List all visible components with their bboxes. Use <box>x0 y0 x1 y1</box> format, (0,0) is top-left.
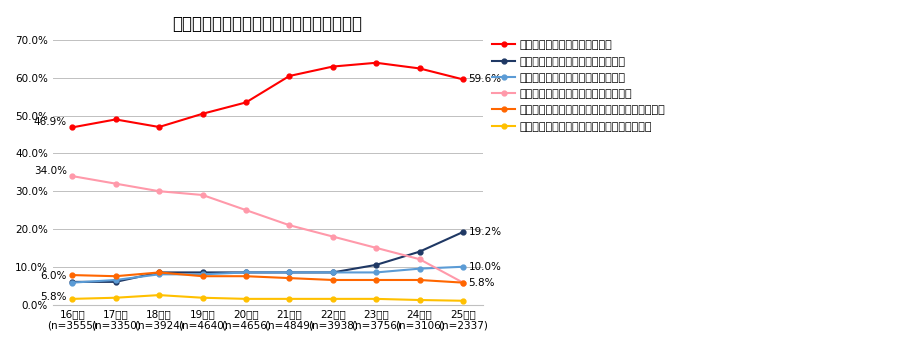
今のところあまり子供は欲しくない <box>110 280 121 284</box>
今のところあまり子供は欲しくない <box>414 249 425 254</box>
子育てはできるだけ相手や両親にまかせたい <box>328 297 339 301</box>
Line: 子育てのことなど考えたこともない: 子育てのことなど考えたこともない <box>70 264 465 285</box>
育児休業は取らないが子育てはしたい <box>371 246 382 250</box>
子育てはできるだけ相手や両親にまかせたい <box>110 296 121 300</box>
子供ができたら仕事をやめて子育てに専念したい <box>66 273 77 277</box>
育児休業は取らないが子育てはしたい <box>328 235 339 239</box>
育児休業は取らないが子育てはしたい <box>414 257 425 261</box>
Text: 19.2%: 19.2% <box>469 227 502 237</box>
今のところあまり子供は欲しくない <box>241 270 251 274</box>
育児休業は取らないが子育てはしたい <box>284 223 295 227</box>
今のところあまり子供は欲しくない <box>284 270 295 274</box>
Text: 59.6%: 59.6% <box>469 74 502 84</box>
子供ができたら仕事をやめて子育てに専念したい <box>371 278 382 282</box>
育児休業は取らないが子育てはしたい <box>154 189 164 193</box>
子育てのことなど考えたこともない <box>458 265 469 269</box>
Text: 46.9%: 46.9% <box>33 117 66 127</box>
子育てのことなど考えたこともない <box>154 272 164 276</box>
子育てのことなど考えたこともない <box>66 281 77 285</box>
Text: 5.8%: 5.8% <box>469 277 495 288</box>
子育てのことなど考えたこともない <box>328 270 339 274</box>
Title: 子育てについて、あなたの考えに近いもの: 子育てについて、あなたの考えに近いもの <box>172 15 363 33</box>
Text: 10.0%: 10.0% <box>469 262 501 272</box>
育児休業を取って子育てしたい <box>66 125 77 129</box>
子育てはできるだけ相手や両親にまかせたい <box>414 298 425 302</box>
今のところあまり子供は欲しくない <box>154 270 164 274</box>
育児休業を取って子育てしたい <box>198 112 208 116</box>
育児休業は取らないが子育てはしたい <box>110 182 121 186</box>
育児休業を取って子育てしたい <box>414 66 425 71</box>
子育てはできるだけ相手や両親にまかせたい <box>154 293 164 297</box>
育児休業を取って子育てしたい <box>284 74 295 78</box>
Line: 育児休業を取って子育てしたい: 育児休業を取って子育てしたい <box>70 60 465 130</box>
育児休業を取って子育てしたい <box>371 61 382 65</box>
育児休業を取って子育てしたい <box>154 125 164 129</box>
育児休業は取らないが子育てはしたい <box>66 174 77 178</box>
今のところあまり子供は欲しくない <box>198 270 208 274</box>
育児休業は取らないが子育てはしたい <box>198 193 208 197</box>
子育てのことなど考えたこともない <box>198 272 208 276</box>
子供ができたら仕事をやめて子育てに専念したい <box>328 278 339 282</box>
子育てのことなど考えたこともない <box>284 270 295 274</box>
今のところあまり子供は欲しくない <box>371 263 382 267</box>
子育てはできるだけ相手や両親にまかせたい <box>371 297 382 301</box>
子育てはできるだけ相手や両親にまかせたい <box>458 299 469 303</box>
子供ができたら仕事をやめて子育てに専念したい <box>458 281 469 285</box>
今のところあまり子供は欲しくない <box>66 280 77 284</box>
今のところあまり子供は欲しくない <box>458 230 469 234</box>
育児休業を取って子育てしたい <box>458 77 469 81</box>
子育てはできるだけ相手や両親にまかせたい <box>241 297 251 301</box>
子育てはできるだけ相手や両親にまかせたい <box>66 297 77 301</box>
子育てはできるだけ相手や両親にまかせたい <box>198 296 208 300</box>
Text: 6.0%: 6.0% <box>40 271 66 281</box>
育児休業は取らないが子育てはしたい <box>241 208 251 212</box>
Text: 34.0%: 34.0% <box>34 165 66 175</box>
育児休業を取って子育てしたい <box>110 117 121 121</box>
子育てのことなど考えたこともない <box>110 278 121 282</box>
育児休業を取って子育てしたい <box>241 100 251 104</box>
子供ができたら仕事をやめて子育てに専念したい <box>110 274 121 278</box>
Legend: 育児休業を取って子育てしたい, 今のところあまり子供は欲しくない, 子育てのことなど考えたこともない, 育児休業は取らないが子育てはしたい, 子供ができたら仕事: 育児休業を取って子育てしたい, 今のところあまり子供は欲しくない, 子育てのこと… <box>492 40 665 131</box>
Line: 育児休業は取らないが子育てはしたい: 育児休業は取らないが子育てはしたい <box>70 174 465 285</box>
Line: 子供ができたら仕事をやめて子育てに専念したい: 子供ができたら仕事をやめて子育てに専念したい <box>70 270 465 285</box>
今のところあまり子供は欲しくない <box>328 270 339 274</box>
子育てのことなど考えたこともない <box>241 270 251 274</box>
Text: 5.8%: 5.8% <box>40 292 66 301</box>
Line: 子育てはできるだけ相手や両親にまかせたい: 子育てはできるだけ相手や両親にまかせたい <box>70 293 465 303</box>
Line: 今のところあまり子供は欲しくない: 今のところあまり子供は欲しくない <box>70 230 465 284</box>
子供ができたら仕事をやめて子育てに専念したい <box>154 270 164 274</box>
育児休業を取って子育てしたい <box>328 64 339 69</box>
子供ができたら仕事をやめて子育てに専念したい <box>198 274 208 278</box>
育児休業は取らないが子育てはしたい <box>458 281 469 285</box>
子育てのことなど考えたこともない <box>414 266 425 271</box>
子供ができたら仕事をやめて子育てに専念したい <box>414 278 425 282</box>
子育てはできるだけ相手や両親にまかせたい <box>284 297 295 301</box>
子育てのことなど考えたこともない <box>371 270 382 274</box>
子供ができたら仕事をやめて子育てに専念したい <box>284 276 295 280</box>
子供ができたら仕事をやめて子育てに専念したい <box>241 274 251 278</box>
